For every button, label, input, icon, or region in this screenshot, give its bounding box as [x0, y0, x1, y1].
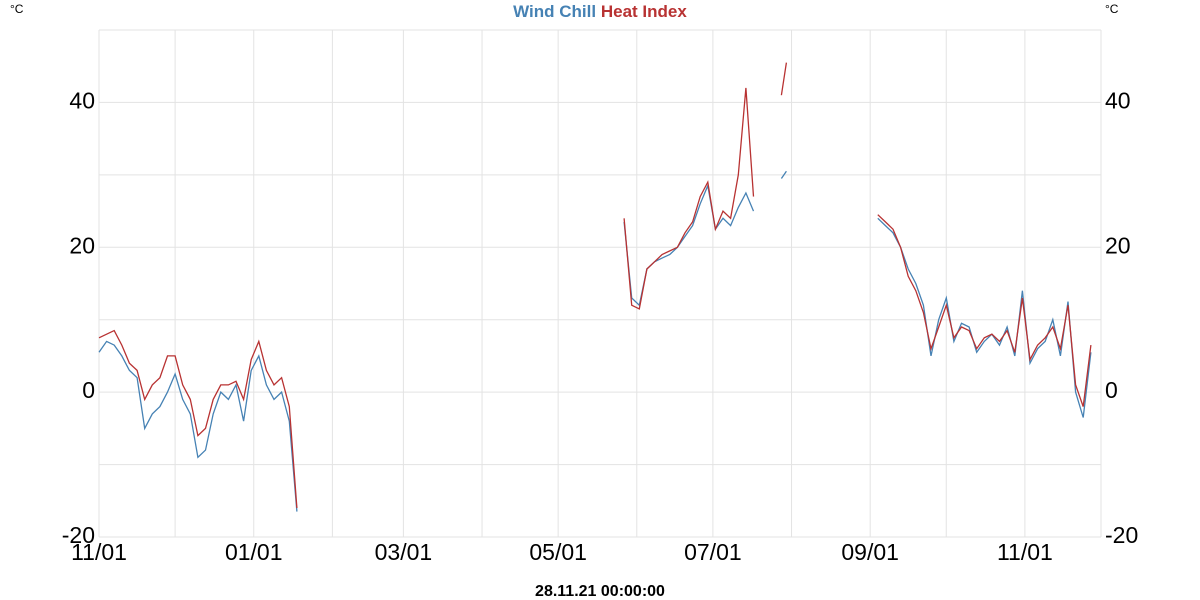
legend: Wind Chill Heat Index	[513, 2, 687, 21]
footer: 28.11.21 00:00:00	[535, 583, 665, 600]
y-tick-label: 40	[69, 88, 95, 114]
series-line	[98, 170, 1092, 512]
x-tick-label: 11/01	[71, 539, 127, 565]
y2-tick-label: 20	[1105, 232, 1131, 258]
series-line	[98, 62, 1092, 509]
x-tick-label: 05/01	[529, 539, 587, 565]
y-axis-unit: °C	[10, 2, 24, 16]
x-tick-label: 11/01	[997, 539, 1053, 565]
y2-tick-label: 40	[1105, 88, 1131, 114]
y2-axis-unit: °C	[1105, 2, 1119, 16]
y-tick-label: -20	[62, 522, 95, 548]
y-tick-label: 20	[69, 232, 95, 258]
y-tick-label: 0	[82, 377, 95, 403]
x-tick-label: 01/01	[225, 539, 283, 565]
legend-entry: Heat Index	[601, 2, 688, 21]
y2-tick-label: 0	[1105, 377, 1118, 403]
x-tick-label: 09/01	[841, 539, 899, 565]
x-tick-label: 03/01	[375, 539, 433, 565]
x-tick-label: 07/01	[684, 539, 742, 565]
legend-entry: Wind Chill	[513, 2, 596, 21]
y2-tick-label: -20	[1105, 522, 1138, 548]
